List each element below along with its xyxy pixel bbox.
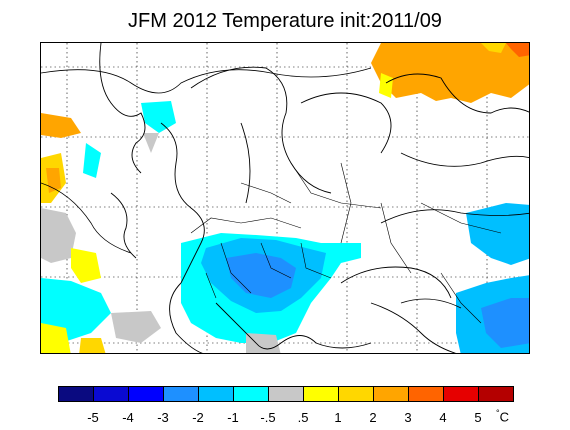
cold-anomaly-east	[456, 203, 529, 353]
legend-unit-label: °C	[496, 408, 509, 424]
legend-swatch	[304, 387, 339, 401]
legend-tick-label: 3	[404, 410, 412, 425]
legend-swatch	[164, 387, 199, 401]
legend-tick-label: -5	[87, 410, 99, 425]
legend-tick-label: 5	[474, 410, 482, 425]
legend-swatch	[444, 387, 479, 401]
legend-swatch	[59, 387, 94, 401]
cold-anomaly-central-europe	[181, 233, 361, 343]
legend-swatch	[479, 387, 513, 401]
legend-tick-label: -1	[227, 410, 239, 425]
legend-tick-label: -2	[192, 410, 204, 425]
legend-swatch	[234, 387, 269, 401]
lat-lon-grid	[41, 43, 529, 353]
legend-swatch	[339, 387, 374, 401]
legend-swatch	[409, 387, 444, 401]
legend-tick-label: 1	[334, 410, 342, 425]
temperature-anomaly-map	[40, 42, 530, 354]
legend-unit-degree: °	[496, 408, 500, 418]
legend-swatch	[269, 387, 304, 401]
legend-swatch	[374, 387, 409, 401]
legend-tick-label: 2	[369, 410, 377, 425]
coastlines	[99, 43, 529, 353]
legend-tick-label: -.5	[260, 410, 276, 425]
legend-swatch	[199, 387, 234, 401]
legend-tick-label: -3	[157, 410, 169, 425]
map-title: JFM 2012 Temperature init:2011/09	[128, 10, 442, 32]
legend-tick-label: 4	[439, 410, 447, 425]
legend-tick-label: -4	[122, 410, 134, 425]
contour-lines	[41, 67, 529, 309]
country-borders	[190, 162, 502, 324]
warm-anomaly-northeast	[371, 43, 529, 103]
color-scale-legend	[58, 386, 514, 402]
legend-unit-letter: C	[499, 409, 509, 425]
map-canvas	[41, 43, 529, 353]
legend-tick-label: .5	[297, 410, 309, 425]
legend-swatch	[94, 387, 129, 401]
legend-swatch	[129, 387, 164, 401]
anomalies-west	[41, 101, 281, 353]
